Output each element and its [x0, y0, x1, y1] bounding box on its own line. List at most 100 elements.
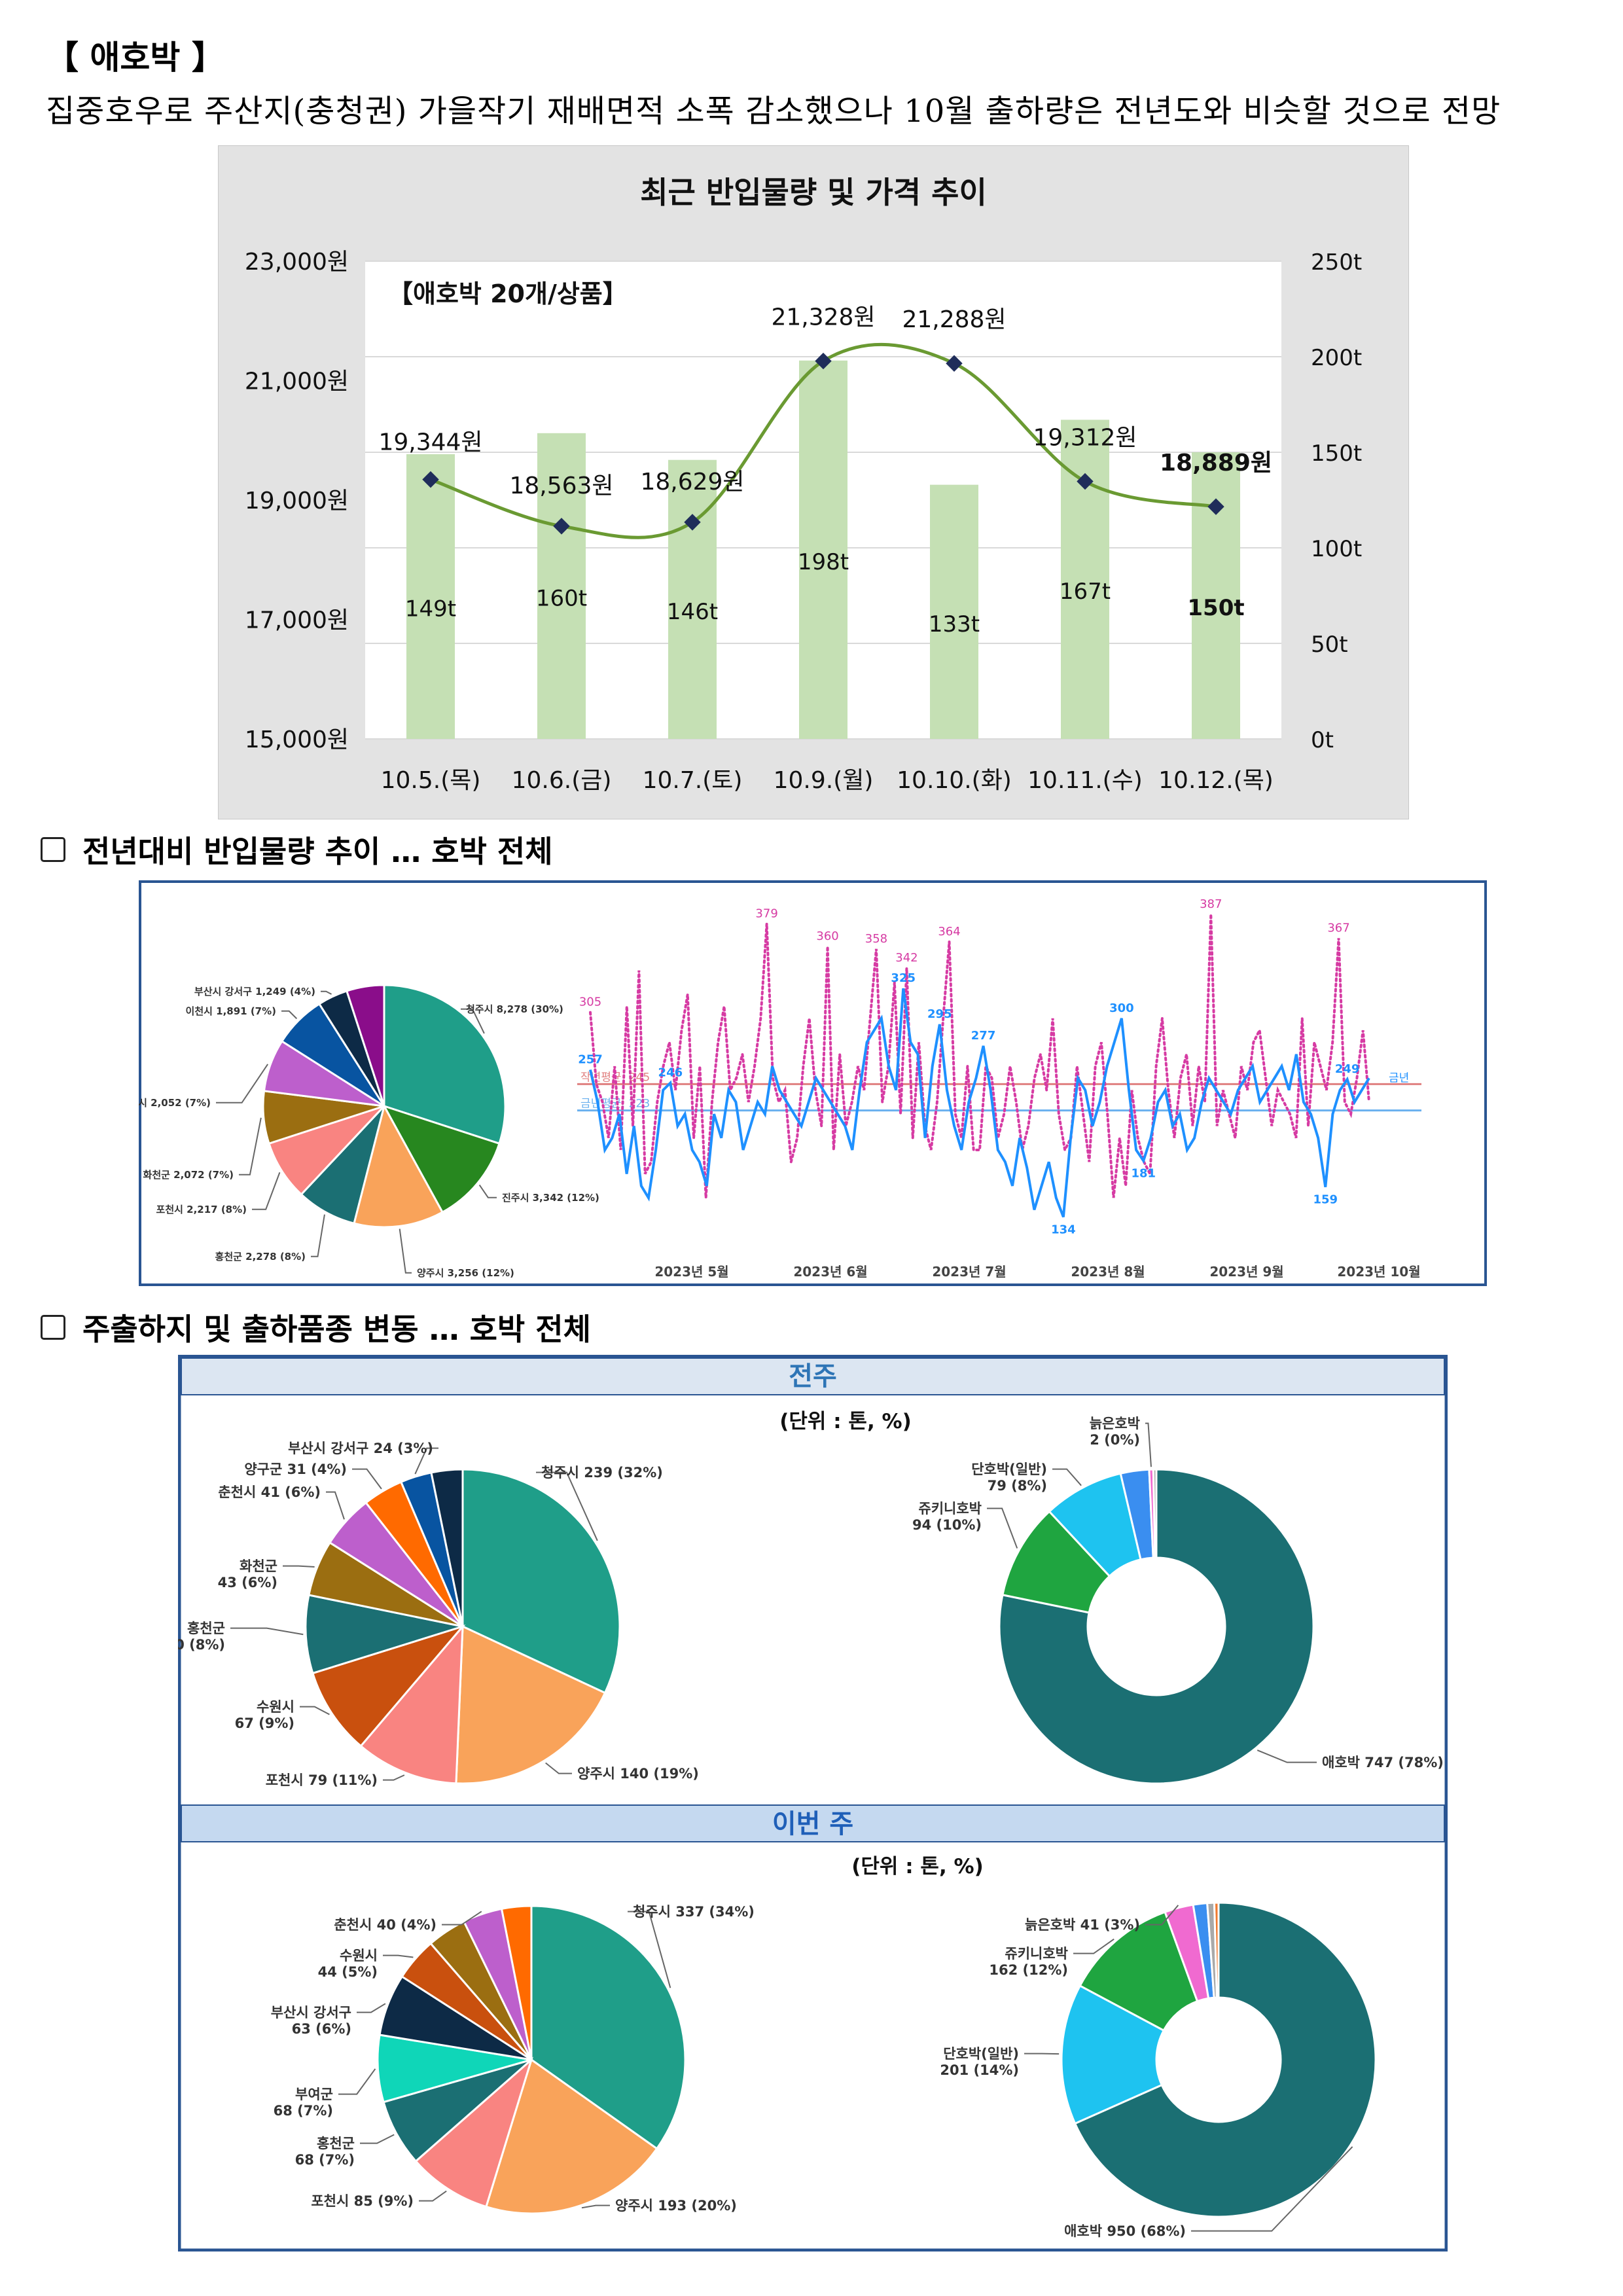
slice-label: 부여군 68 (7%) — [274, 2087, 333, 2119]
this-week-variety-donut: 애호박 950 (68%) 단호박(일반) 201 (14%) 쥬키니호박 162 (1… — [940, 1901, 1377, 2239]
x-tick-label: 10.5.(목) — [381, 767, 481, 794]
volume-bar-label: 133t — [929, 611, 980, 637]
leader-line — [311, 1214, 325, 1257]
chart1-bar-labels: 149t 160t 146t 198t 133t 167t 150t — [405, 549, 1245, 637]
point-label: 159 — [1313, 1193, 1338, 1207]
pie-slice — [530, 1905, 687, 2150]
volume-bar-label: 146t — [667, 599, 718, 625]
point-label: 181 — [1131, 1166, 1156, 1180]
leader-line — [383, 1954, 414, 1958]
left-tick-label: 19,000원 — [245, 488, 349, 514]
pie-slice — [382, 1104, 501, 1214]
leader-line — [628, 1910, 671, 1988]
pie-slice — [304, 1594, 463, 1675]
volume-bar — [1061, 420, 1109, 739]
pie-slice — [268, 1105, 385, 1196]
slice-label: 양주시 140 (19%) — [577, 1766, 699, 1782]
point-label: 358 — [865, 932, 887, 946]
this-week-region-pie: 청주시 337 (34%) 양주시 193 (20%) 포천시 85 (9%) 홍천군… — [271, 1904, 755, 2215]
pie-slice — [1079, 1910, 1199, 2032]
price-label: 21,288원 — [902, 306, 1006, 333]
leader-line — [281, 1010, 298, 1020]
prev-week-region-pie: 청주시 239 (32%) 양주시 140 (19%) 포천시 79 (11%) 수원… — [178, 1441, 699, 1788]
x-tick-label: 2023년 7월 — [932, 1264, 1006, 1280]
slice-label: 포천시 2,217 (8%) — [156, 1204, 247, 1215]
leader-line — [300, 1706, 330, 1715]
slice-label: 양주시 193 (20%) — [615, 2198, 737, 2214]
this-week-unit: (단위 : 톤, %) — [851, 1855, 984, 1878]
volume-bar-label: 160t — [536, 585, 587, 611]
slice-label: 애호박 747 (78%) — [1322, 1755, 1444, 1770]
volume-bar-label: 198t — [798, 549, 849, 575]
leader-line — [545, 1762, 572, 1774]
right-tick-label: 150t — [1311, 440, 1362, 467]
leader-line — [239, 1117, 262, 1175]
point-label: 300 — [1109, 1001, 1134, 1015]
x-tick-label: 10.10.(화) — [897, 767, 1012, 794]
point-label: 295 — [927, 1007, 952, 1021]
section3-title: 주출하지 및 출하품종 변동 … 호박 전체 — [82, 1312, 591, 1347]
series-legend-label: 금년 — [1389, 1071, 1409, 1085]
price-label: 18,629원 — [640, 469, 744, 495]
point-label: 134 — [1051, 1223, 1076, 1236]
summary-text: 집중호우로 주산지(충청권) 가을작기 재배면적 소폭 감소했으나 10월 출하… — [46, 93, 1501, 130]
chart1-price-labels: 19,344원 18,563원 18,629원 21,328원 21,288원 19,31… — [378, 304, 1272, 499]
volume-bar — [406, 454, 455, 739]
pie-slice — [1073, 1901, 1377, 2218]
price-volume-chart: 최근 반입물량 및 가격 추이 149t 160t 146t 198t 133t 167t… — [218, 145, 1409, 819]
leader-line — [1052, 1468, 1082, 1486]
point-label: 249 — [1335, 1062, 1360, 1076]
chart1-bars — [406, 360, 1240, 739]
slice-label: 양주시 3,256 (12%) — [417, 1267, 514, 1279]
slice-label: 춘천시 2,052 (7%) — [139, 1097, 211, 1109]
slice-label: 포천시 85 (9%) — [311, 2193, 414, 2209]
left-tick-label: 21,000원 — [245, 368, 349, 395]
leader-line — [216, 1064, 269, 1103]
slice-label: 부산시 강서구 1,249 (4%) — [194, 986, 315, 997]
pie-slice — [345, 984, 385, 1107]
x-tick-label: 2023년 10월 — [1337, 1264, 1420, 1280]
point-label: 360 — [816, 929, 838, 943]
leader-line — [1191, 2146, 1353, 2232]
price-label: 19,344원 — [378, 429, 482, 456]
slice-label: 부산시 강서구 63 (6%) — [271, 2005, 351, 2037]
slice-label: 포천시 79 (11%) — [266, 1772, 378, 1788]
right-tick-label: 250t — [1311, 249, 1362, 276]
series-line — [589, 988, 1370, 1218]
x-tick-label: 10.7.(토) — [643, 767, 743, 794]
chart1-title: 최근 반입물량 및 가격 추이 — [640, 175, 987, 210]
slice-label: 수원시 44 (5%) — [318, 1948, 378, 1980]
section2-region-pie: 청주시 8,278 (30%) 진주시 3,342 (12%) 양주시 3,256 … — [139, 984, 599, 1279]
slice-label: 화천군 2,072 (7%) — [143, 1169, 234, 1181]
average-line-label: 금년평균: 223 — [580, 1098, 650, 1111]
pie-slice — [1152, 1468, 1158, 1559]
prev-week-label: 전주 — [789, 1361, 837, 1391]
pie-slice — [300, 1105, 385, 1225]
right-tick-label: 0t — [1311, 727, 1334, 753]
x-tick-label: 2023년 5월 — [654, 1264, 728, 1280]
price-marker — [1077, 473, 1094, 490]
slice-label: 홍천군60 (8%) — [178, 1621, 225, 1653]
left-tick-label: 17,000원 — [245, 607, 349, 634]
this-week-header — [181, 1804, 1445, 1842]
x-tick-label: 10.6.(금) — [512, 767, 612, 794]
pie-slice — [461, 1468, 621, 1695]
volume-bar-label: 149t — [405, 596, 456, 622]
leader-line — [581, 2204, 610, 2209]
slice-label: 부산시 강서구 24 (3%) — [288, 1441, 433, 1456]
pie-slice — [376, 2034, 532, 2104]
x-tick-label: 2023년 8월 — [1071, 1264, 1145, 1280]
pie-slice — [312, 1624, 466, 1748]
slice-label: 춘천시 40 (4%) — [334, 1917, 437, 1933]
slice-label: 양구군 31 (4%) — [244, 1462, 347, 1477]
leader-line — [230, 1627, 304, 1636]
leader-line — [461, 1008, 485, 1034]
prev-week-header — [181, 1357, 1445, 1395]
x-tick-label: 10.11.(수) — [1027, 767, 1143, 794]
price-label: 21,328원 — [771, 304, 875, 331]
series-line — [589, 914, 1370, 1198]
pie-slice — [359, 1623, 464, 1785]
slice-label: 쥬키니호박 94 (10%) — [912, 1501, 982, 1533]
leader-line — [338, 2068, 376, 2095]
